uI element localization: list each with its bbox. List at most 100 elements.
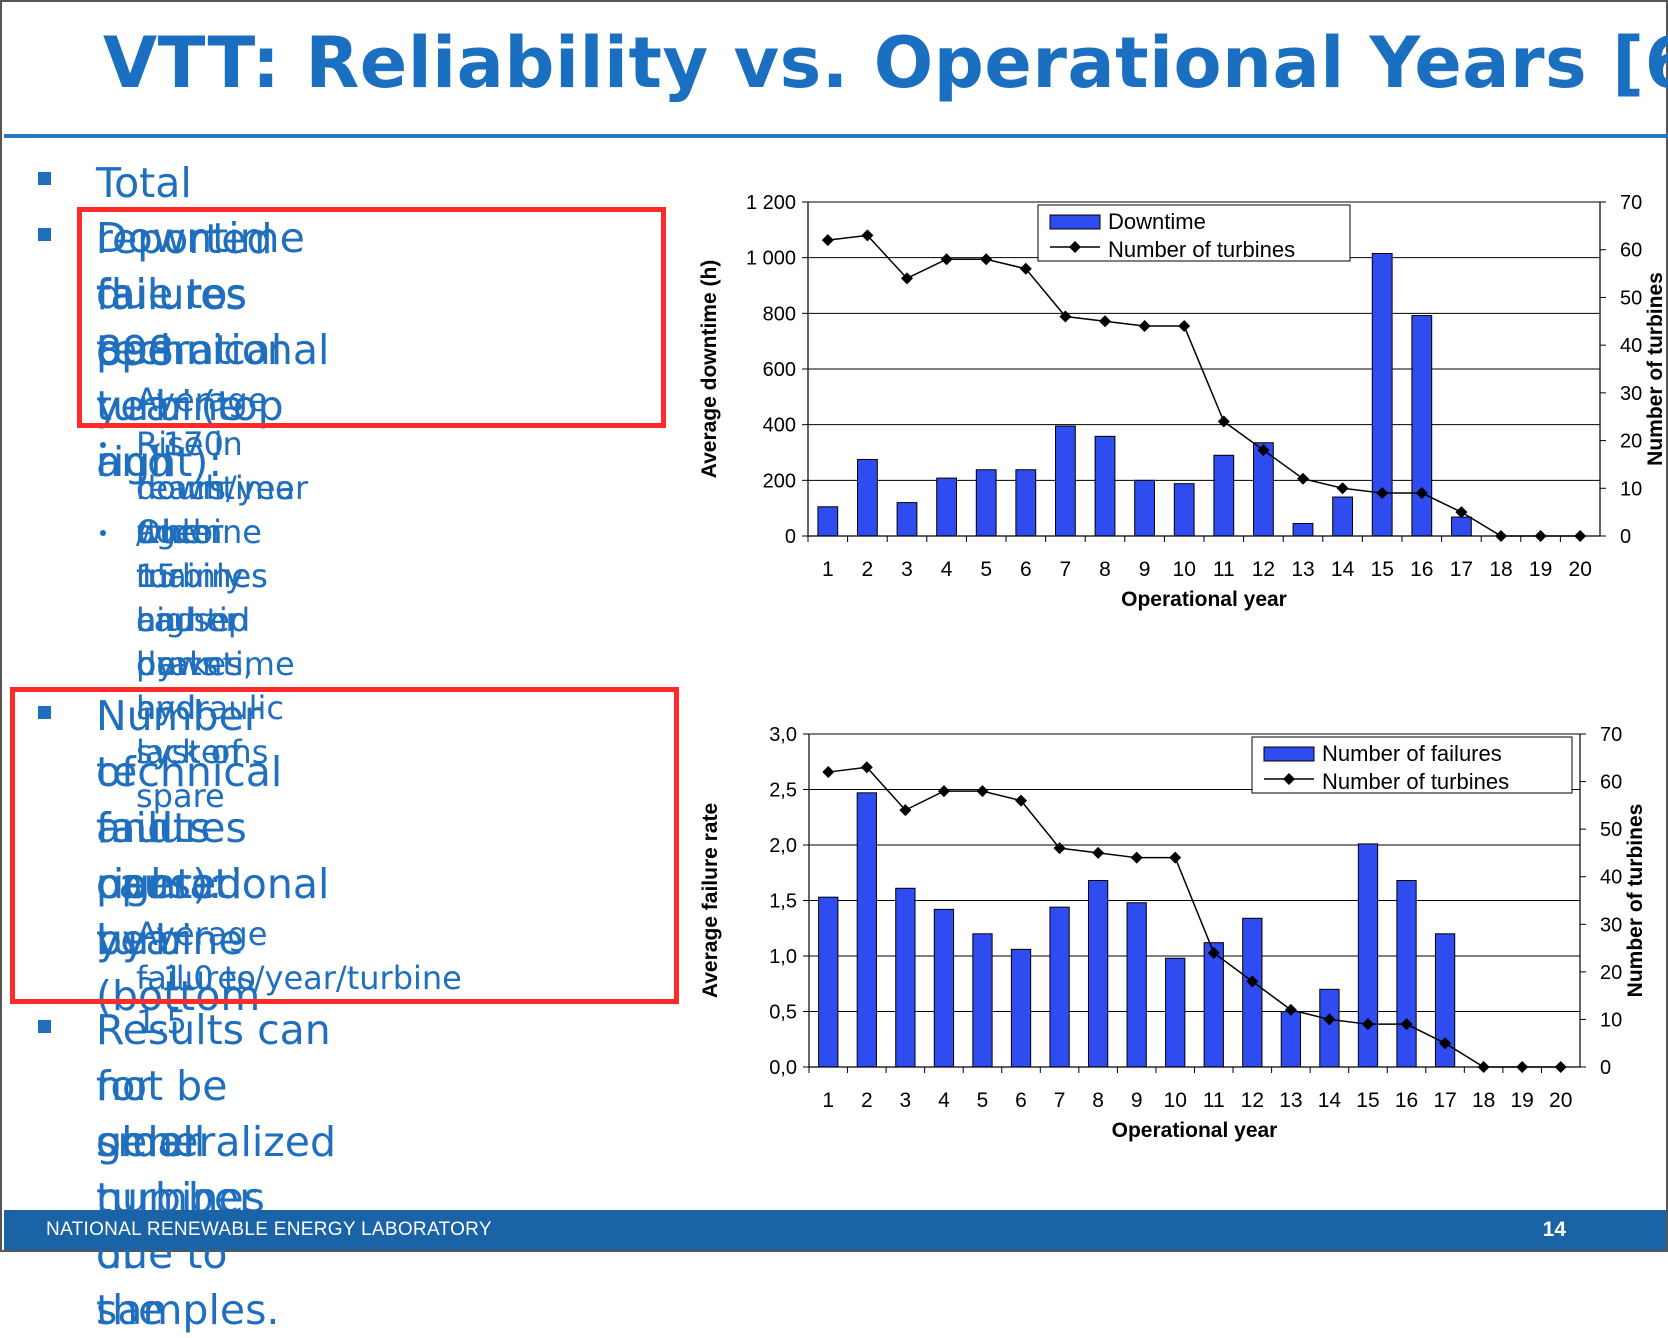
x-tick-label: 3: [901, 558, 913, 581]
bar: [1396, 880, 1417, 1068]
bar: [1242, 917, 1263, 1068]
y2-tick-label: 20: [1620, 431, 1642, 453]
turbines-point: [1534, 530, 1547, 542]
bar: [1411, 315, 1433, 537]
y-tick-label: 0: [785, 526, 796, 548]
x-tick-label: 16: [1410, 558, 1433, 581]
y2-tick-label: 60: [1620, 240, 1642, 262]
x-tick-label: 17: [1450, 558, 1473, 581]
bar: [1134, 479, 1156, 537]
bar: [817, 506, 839, 537]
y2-tick-label: 0: [1620, 526, 1631, 548]
x-tick-label: 4: [938, 1089, 950, 1112]
legend-label: Number of turbines: [1322, 769, 1509, 794]
y-axis-title: Average downtime (h): [698, 260, 721, 479]
x-tick-label: 5: [977, 1089, 989, 1112]
bar: [1165, 957, 1186, 1068]
x-tick-label: 15: [1356, 1089, 1379, 1112]
x-tick-label: 20: [1549, 1089, 1572, 1112]
turbines-point: [1297, 472, 1309, 485]
bar: [1126, 902, 1147, 1068]
legend-marker: [1283, 773, 1295, 785]
sub-bullet-marker: [100, 398, 106, 404]
x-tick-label: 8: [1099, 558, 1111, 581]
sub-bullet-rise-line2: reach age 15: [136, 469, 226, 595]
y2-axis-title: Number of turbines: [1644, 272, 1667, 466]
x-tick-label: 2: [862, 558, 874, 581]
footer-bar: NATIONAL RENEWABLE ENERGY LABORATORY 14: [4, 1210, 1666, 1250]
bullet-marker: [38, 706, 51, 719]
sub-bullet-rise-line1: Rise in downtime when turbines: [136, 425, 295, 595]
y-tick-label: 1 200: [746, 192, 796, 214]
x-tick-label: 8: [1092, 1089, 1104, 1112]
y2-tick-label: 20: [1600, 962, 1622, 984]
sub-bullet-marker: [100, 530, 106, 536]
bullet-marker: [38, 228, 51, 241]
bullet-total-failures: Total reported failures 898: [96, 159, 273, 375]
bullet-downtime-line3: operational year (top right):: [96, 326, 330, 486]
sub-bullet-average-failures-line2: failures/year/turbine: [136, 959, 462, 997]
y-tick-label: 800: [763, 303, 796, 325]
x-axis-title: Operational year: [1121, 588, 1287, 611]
y-tick-label: 200: [763, 470, 796, 492]
x-tick-label: 4: [941, 558, 953, 581]
y-axis-title: Average failure rate: [699, 803, 722, 998]
turbines-point: [1284, 1003, 1297, 1016]
y2-tick-label: 10: [1600, 1009, 1622, 1031]
turbines-point: [1019, 262, 1032, 275]
sub-bullet-average-failures-line1: Average ~1.0 to 1.5: [136, 915, 268, 1041]
x-tick-label: 13: [1279, 1089, 1302, 1112]
bullet-faults-line3: and operational year (bottom: [96, 804, 330, 1020]
turbines-point: [1400, 1018, 1413, 1031]
turbines-point: [1516, 1061, 1529, 1073]
turbines-point: [901, 272, 913, 285]
sub-bullet-marker: [100, 442, 106, 448]
legend-box: [1037, 204, 1351, 262]
turbines-point: [980, 253, 993, 266]
turbines-point: [1059, 310, 1072, 323]
bullet-faults-line1: Number of faults caused by: [96, 692, 261, 964]
bar: [1451, 516, 1472, 537]
bullet-marker: [38, 1020, 51, 1033]
x-tick-label: 7: [1054, 1089, 1066, 1112]
x-tick-label: 6: [1020, 558, 1032, 581]
turbines-point: [940, 253, 953, 266]
x-tick-label: 18: [1489, 558, 1512, 581]
turbines-point: [899, 804, 912, 817]
sub-bullet-older-line3: and tip brakes, and lack of spare: [136, 601, 253, 815]
y-tick-label: 1,5: [769, 891, 797, 913]
legend-label: Number of failures: [1322, 741, 1502, 766]
x-tick-label: 3: [900, 1089, 912, 1112]
bar: [933, 908, 955, 1068]
x-tick-label: 2: [861, 1089, 873, 1112]
turbines-point: [1415, 487, 1428, 500]
y2-tick-label: 40: [1600, 867, 1622, 889]
turbines-point: [1169, 851, 1182, 864]
legend-bar-swatch: [1049, 214, 1101, 230]
turbines-point: [1439, 1037, 1452, 1050]
turbines-point: [1099, 315, 1111, 328]
bar: [975, 469, 997, 537]
y2-tick-label: 40: [1620, 335, 1642, 357]
legend-box: [1251, 736, 1573, 794]
bar: [1357, 843, 1379, 1068]
legend-label: Number of turbines: [1108, 237, 1295, 262]
x-tick-label: 14: [1331, 558, 1355, 581]
bar: [1049, 906, 1070, 1068]
bar: [1173, 483, 1195, 537]
y-tick-label: 2,5: [769, 780, 797, 802]
turbines-point: [1336, 482, 1349, 495]
y2-tick-label: 30: [1600, 914, 1622, 936]
x-tick-label: 6: [1015, 1089, 1027, 1112]
x-tick-label: 12: [1241, 1089, 1264, 1112]
bar: [1055, 425, 1076, 537]
x-tick-label: 14: [1318, 1089, 1342, 1112]
turbines-point: [1130, 851, 1143, 864]
y2-tick-label: 10: [1620, 478, 1642, 500]
x-tick-label: 19: [1510, 1089, 1533, 1112]
x-tick-label: 19: [1529, 558, 1552, 581]
turbines-point: [1246, 975, 1259, 988]
sub-bullet-older-line2: mainly caused by hydraulic systems: [136, 557, 284, 771]
sub-bullet-older-line1: Older turbines higher downtime: [136, 513, 295, 683]
